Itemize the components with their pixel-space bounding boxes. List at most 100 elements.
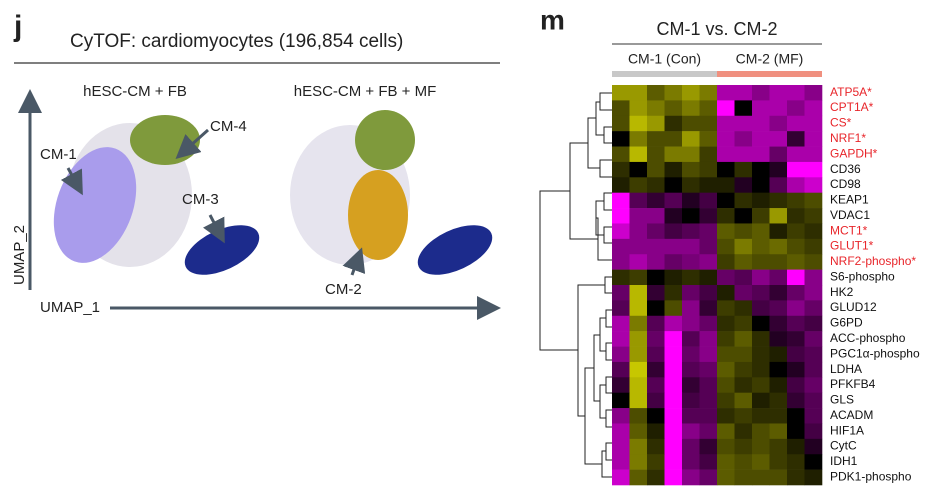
row-label: PDK1-phospho xyxy=(830,469,912,483)
heat-cell xyxy=(629,100,648,117)
heat-cell xyxy=(682,469,700,486)
heat-cell xyxy=(752,177,770,193)
row-label: G6PD xyxy=(830,316,863,330)
group-bar xyxy=(612,71,717,77)
heat-cell xyxy=(647,85,665,101)
heat-cell xyxy=(787,146,805,163)
heat-cell xyxy=(717,331,735,347)
heat-cell xyxy=(734,131,753,147)
heat-cell xyxy=(769,377,788,393)
heat-cell xyxy=(804,346,823,363)
heat-cell xyxy=(752,269,770,286)
heat-cell xyxy=(629,177,648,193)
heat-cell xyxy=(647,285,665,301)
heat-cell xyxy=(699,469,718,486)
heat-cell xyxy=(804,177,823,193)
heat-cell xyxy=(804,146,823,163)
heat-cell xyxy=(752,454,770,470)
heat-cell xyxy=(769,85,788,101)
heat-cell xyxy=(682,192,700,209)
cluster-label: CM-2 xyxy=(325,281,362,298)
heat-cell xyxy=(647,423,665,440)
heat-cell xyxy=(664,238,683,255)
heat-cell xyxy=(682,85,700,101)
heat-cell xyxy=(612,331,630,347)
heat-cell xyxy=(769,300,788,317)
heat-cell xyxy=(717,469,735,486)
heat-cell xyxy=(717,285,735,301)
heat-cell xyxy=(734,377,753,393)
heat-cell xyxy=(804,438,823,455)
heat-cell xyxy=(717,300,735,317)
heat-cell xyxy=(682,346,700,363)
heat-cell xyxy=(787,377,805,393)
row-label: ACADM xyxy=(830,408,873,422)
heat-cell xyxy=(647,208,665,224)
row-label: ATP5A* xyxy=(830,85,872,99)
heat-cell xyxy=(699,331,718,347)
heat-cell xyxy=(682,115,700,132)
heat-cell xyxy=(752,423,770,440)
panel-letter: j xyxy=(13,10,22,43)
heat-cell xyxy=(629,423,648,440)
heat-cell xyxy=(664,361,683,378)
heat-cell xyxy=(664,315,683,332)
heat-cell xyxy=(752,469,770,486)
heat-cell xyxy=(804,100,823,117)
row-label: CS* xyxy=(830,116,852,130)
heat-cell xyxy=(612,269,630,286)
row-label: CD98 xyxy=(830,177,861,191)
heat-cell xyxy=(752,131,770,147)
heat-cell xyxy=(804,238,823,255)
heat-cell xyxy=(682,208,700,224)
heat-cell xyxy=(804,423,823,440)
heat-cell xyxy=(664,300,683,317)
heat-cell xyxy=(787,100,805,117)
heat-cell xyxy=(612,392,630,409)
heat-cell xyxy=(629,161,648,178)
heat-cell xyxy=(734,469,753,486)
heat-cell xyxy=(664,438,683,455)
heat-cell xyxy=(769,223,788,240)
heat-cell xyxy=(717,192,735,209)
cluster-label: CM-1 xyxy=(40,146,77,163)
heat-cell xyxy=(734,438,753,455)
heat-cell xyxy=(682,361,700,378)
heat-cell xyxy=(787,161,805,178)
heat-cell xyxy=(804,254,823,270)
heat-cell xyxy=(629,115,648,132)
heat-cell xyxy=(769,146,788,163)
heat-cell xyxy=(699,223,718,240)
row-label: MCT1* xyxy=(830,223,868,237)
group-bar xyxy=(717,71,822,77)
heat-cell xyxy=(664,285,683,301)
heat-cell xyxy=(664,177,683,193)
heat-cell xyxy=(752,161,770,178)
heat-cell xyxy=(629,285,648,301)
heat-cell xyxy=(787,423,805,440)
heat-cell xyxy=(612,131,630,147)
heat-cell xyxy=(734,100,753,117)
heat-cell xyxy=(699,346,718,363)
condition-label: hESC-CM + FB + MF xyxy=(294,83,437,100)
row-label: KEAP1 xyxy=(830,193,869,207)
heat-cell xyxy=(734,238,753,255)
heat-cell xyxy=(682,238,700,255)
heat-cell xyxy=(734,208,753,224)
heat-cell xyxy=(699,208,718,224)
heat-cell xyxy=(699,315,718,332)
heat-cell xyxy=(717,161,735,178)
heat-cell xyxy=(647,300,665,317)
heat-cell xyxy=(612,377,630,393)
heat-cell xyxy=(734,85,753,101)
heat-cell xyxy=(682,177,700,193)
heat-cell xyxy=(699,131,718,147)
dendrogram xyxy=(539,92,612,478)
heat-cell xyxy=(787,131,805,147)
heat-cell xyxy=(647,454,665,470)
row-label: NRF1* xyxy=(830,131,866,145)
row-label: CD36 xyxy=(830,162,861,176)
heat-cell xyxy=(629,454,648,470)
heat-cell xyxy=(752,223,770,240)
heat-cell xyxy=(769,177,788,193)
